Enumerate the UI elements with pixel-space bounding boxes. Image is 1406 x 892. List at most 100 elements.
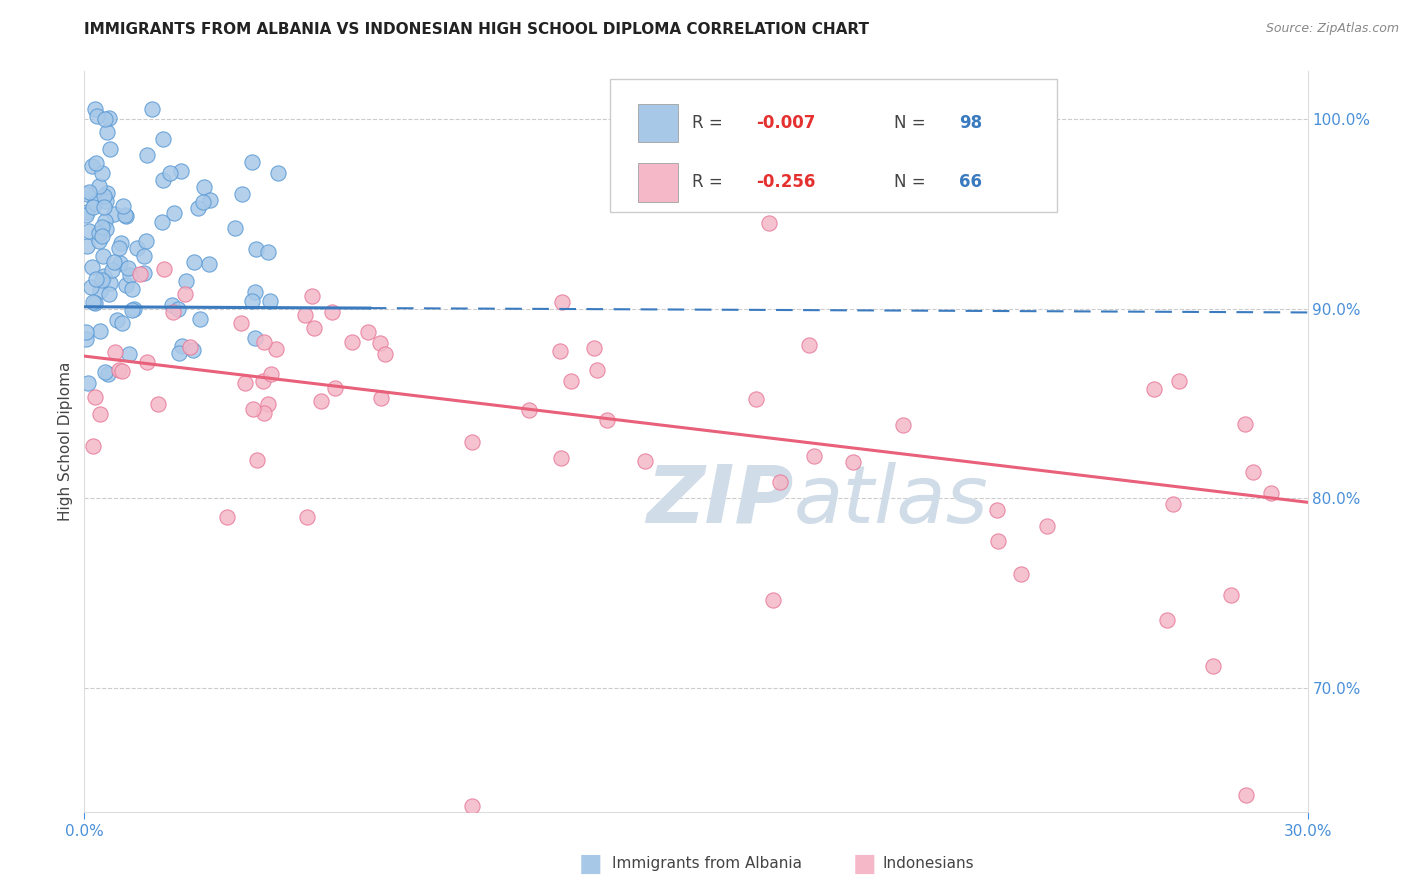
Point [586, 362, 609, 376]
Text: atlas: atlas [794, 462, 988, 540]
Point [1036, 519, 1059, 533]
Point [321, 304, 343, 318]
Text: 98: 98 [959, 114, 981, 132]
Point [84, 390, 107, 404]
Point [162, 305, 184, 319]
Point [89, 234, 111, 248]
Point [90, 166, 112, 180]
Point [891, 418, 914, 433]
FancyBboxPatch shape [610, 78, 1057, 212]
Point [1241, 465, 1264, 479]
Point [76, 239, 98, 253]
Point [98, 142, 121, 156]
Point [75, 332, 97, 346]
Point [89, 284, 111, 298]
Point [172, 339, 194, 353]
Bar [638, 163, 678, 202]
Point [1220, 588, 1243, 602]
Point [153, 261, 176, 276]
Point [1234, 417, 1257, 431]
Point [97, 368, 120, 382]
Point [150, 215, 173, 229]
Point [246, 453, 269, 467]
Point [111, 364, 134, 378]
Point [104, 345, 127, 359]
Point [596, 413, 619, 427]
Point [252, 374, 274, 388]
Point [159, 166, 181, 180]
Point [460, 434, 482, 449]
Point [174, 273, 197, 287]
Point [96, 194, 118, 209]
Point [1161, 497, 1184, 511]
Point [198, 257, 221, 271]
Point [768, 475, 790, 490]
Point [200, 193, 222, 207]
Point [257, 397, 280, 411]
Point [105, 313, 128, 327]
Text: ■: ■ [579, 852, 602, 875]
Text: Source: ZipAtlas.com: Source: ZipAtlas.com [1265, 22, 1399, 36]
Point [146, 397, 169, 411]
Point [80, 159, 103, 173]
Point [86, 109, 108, 123]
Point [231, 316, 253, 330]
Point [842, 455, 865, 469]
Point [170, 164, 193, 178]
Point [75, 325, 97, 339]
Point [797, 338, 820, 352]
Point [89, 178, 111, 193]
Point [115, 277, 138, 292]
Point [82, 200, 104, 214]
Point [187, 201, 209, 215]
Point [1236, 788, 1258, 802]
Point [551, 295, 574, 310]
Point [77, 185, 100, 199]
Point [83, 195, 105, 210]
Text: IMMIGRANTS FROM ALBANIA VS INDONESIAN HIGH SCHOOL DIPLOMA CORRELATION CHART: IMMIGRANTS FROM ALBANIA VS INDONESIAN HI… [84, 22, 869, 37]
Point [259, 294, 281, 309]
Point [240, 293, 263, 308]
Point [461, 799, 484, 814]
Point [93, 189, 115, 203]
Point [758, 216, 780, 230]
Point [582, 342, 605, 356]
Point [163, 205, 186, 219]
Point [761, 592, 783, 607]
Point [91, 273, 114, 287]
Point [94, 365, 117, 379]
Point [114, 209, 136, 223]
Text: -0.256: -0.256 [756, 173, 815, 192]
Point [94, 213, 117, 227]
Point [323, 381, 346, 395]
Point [110, 236, 132, 251]
Point [129, 267, 152, 281]
Point [243, 331, 266, 345]
Point [117, 261, 139, 276]
Point [252, 406, 274, 420]
Point [132, 266, 155, 280]
Point [111, 316, 134, 330]
Point [94, 222, 117, 236]
Point [80, 279, 103, 293]
Point [76, 186, 98, 201]
Point [550, 344, 572, 359]
Point [191, 194, 214, 209]
Point [167, 346, 190, 360]
Point [1156, 613, 1178, 627]
Point [987, 533, 1010, 548]
Point [267, 166, 290, 180]
Point [517, 403, 540, 417]
Text: R =: R = [692, 173, 728, 192]
Bar [638, 104, 678, 143]
Point [76, 205, 98, 219]
Point [117, 347, 139, 361]
Point [152, 172, 174, 186]
Point [108, 241, 131, 255]
Point [264, 342, 287, 356]
Point [745, 392, 768, 406]
Point [174, 287, 197, 301]
Point [160, 297, 183, 311]
Point [87, 226, 110, 240]
Point [84, 103, 107, 117]
